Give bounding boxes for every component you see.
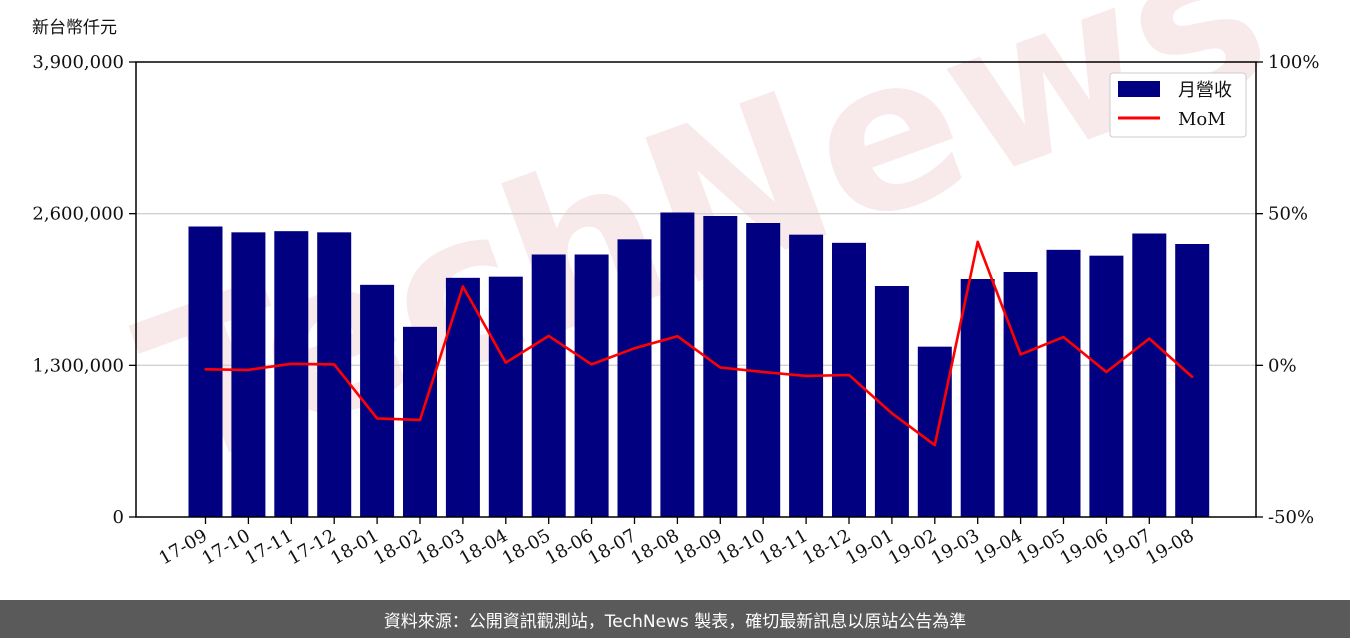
mom-point	[333, 363, 336, 366]
bar	[960, 279, 995, 517]
left-tick-label: 0	[113, 507, 124, 528]
mom-point	[762, 370, 765, 374]
bar	[445, 277, 480, 517]
bar	[1132, 233, 1167, 517]
left-axis: 0 1,300,000 2,600,000 3,900,000	[32, 52, 136, 528]
left-tick-label: 3,900,000	[32, 52, 124, 73]
mom-point	[247, 368, 250, 372]
mom-point	[1019, 353, 1022, 356]
bar	[360, 284, 395, 517]
mom-point	[547, 334, 550, 338]
x-tick-label: 18-08	[627, 525, 682, 569]
x-tick-label: 19-05	[1014, 525, 1069, 569]
bar	[617, 239, 652, 518]
mom-line	[205, 240, 1194, 447]
bar	[403, 326, 437, 517]
bar	[832, 242, 866, 518]
right-tick-label: 0%	[1268, 355, 1297, 376]
x-tick-label: 19-08	[1142, 525, 1197, 569]
x-tick-label: 17-09	[156, 525, 211, 569]
bar	[488, 276, 523, 517]
bar	[317, 232, 352, 518]
footer-text: 資料來源：公開資訊觀測站，TechNews 製表，確切最新訊息以原站公告為準	[383, 611, 967, 632]
x-tick-label: 19-02	[885, 525, 940, 569]
bar	[574, 254, 609, 517]
x-tick-label: 18-07	[585, 525, 640, 569]
x-tick-label: 18-11	[756, 525, 811, 569]
plot-frame	[135, 61, 1257, 518]
bar	[274, 231, 309, 517]
x-tick-label: 18-05	[499, 525, 554, 569]
mom-point	[375, 417, 379, 420]
x-tick-label: 19-01	[842, 525, 897, 569]
mom-point	[204, 368, 207, 371]
legend-bar-label: 月營收	[1178, 80, 1232, 101]
left-tick-label: 1,300,000	[32, 355, 124, 376]
legend-bar-swatch	[1118, 81, 1160, 97]
source-footer: 資料來源：公開資訊觀測站，TechNews 製表，確切最新訊息以原站公告為準	[0, 600, 1350, 638]
mom-point	[676, 335, 679, 338]
x-tick-label: 17-10	[198, 525, 253, 569]
x-tick-label: 18-04	[456, 525, 511, 569]
right-tick-label: 50%	[1268, 204, 1308, 225]
x-tick-label: 18-02	[370, 525, 425, 569]
legend: 月營收 MoM	[1109, 72, 1247, 138]
mom-point	[890, 412, 894, 415]
x-tick-label: 18-06	[542, 525, 597, 569]
bar	[1003, 272, 1038, 517]
mom-point	[719, 366, 722, 369]
right-tick-label: -50%	[1268, 507, 1314, 528]
bar	[1046, 249, 1081, 518]
mom-point	[461, 285, 465, 288]
x-tick-label: 17-11	[241, 525, 296, 569]
x-tick-label: 19-07	[1099, 525, 1154, 569]
mom-point	[1062, 335, 1065, 339]
right-axis: -50% 0% 50% 100%	[1256, 52, 1319, 528]
mom-point	[847, 373, 851, 377]
bar	[917, 346, 952, 517]
x-tick-label: 19-04	[971, 525, 1026, 569]
mom-point	[418, 418, 422, 422]
bar	[660, 212, 695, 517]
mom-point	[504, 361, 507, 364]
x-tick-label: 17-12	[284, 525, 339, 569]
x-tick-label: 19-06	[1056, 525, 1111, 569]
x-tick-label: 18-01	[327, 525, 382, 569]
bar	[231, 232, 266, 518]
mom-point	[976, 240, 979, 244]
x-axis: 17-0917-1017-1117-1218-0118-0218-0318-04…	[156, 517, 1198, 569]
x-tick-label: 18-03	[413, 525, 468, 569]
right-tick-label: 100%	[1268, 52, 1319, 73]
x-tick-label: 18-10	[713, 525, 768, 569]
mom-point	[590, 363, 593, 366]
line-series	[204, 240, 1194, 447]
bar-series	[188, 212, 1210, 518]
left-tick-label: 2,600,000	[32, 204, 124, 225]
x-tick-label: 18-09	[670, 525, 725, 569]
mom-point	[933, 443, 936, 447]
legend-line-label: MoM	[1178, 109, 1226, 130]
bar	[188, 226, 223, 517]
bar	[531, 254, 566, 517]
mom-point	[1105, 370, 1108, 374]
mom-point	[1148, 337, 1151, 340]
x-tick-label: 18-12	[799, 525, 854, 569]
bar	[1175, 244, 1210, 517]
bar	[1089, 255, 1124, 517]
mom-point	[804, 374, 808, 378]
left-axis-unit: 新台幣仟元	[32, 18, 117, 38]
x-tick-label: 19-03	[928, 525, 983, 569]
mom-point	[290, 362, 293, 366]
mom-point	[633, 347, 636, 350]
mom-point	[1191, 375, 1194, 379]
